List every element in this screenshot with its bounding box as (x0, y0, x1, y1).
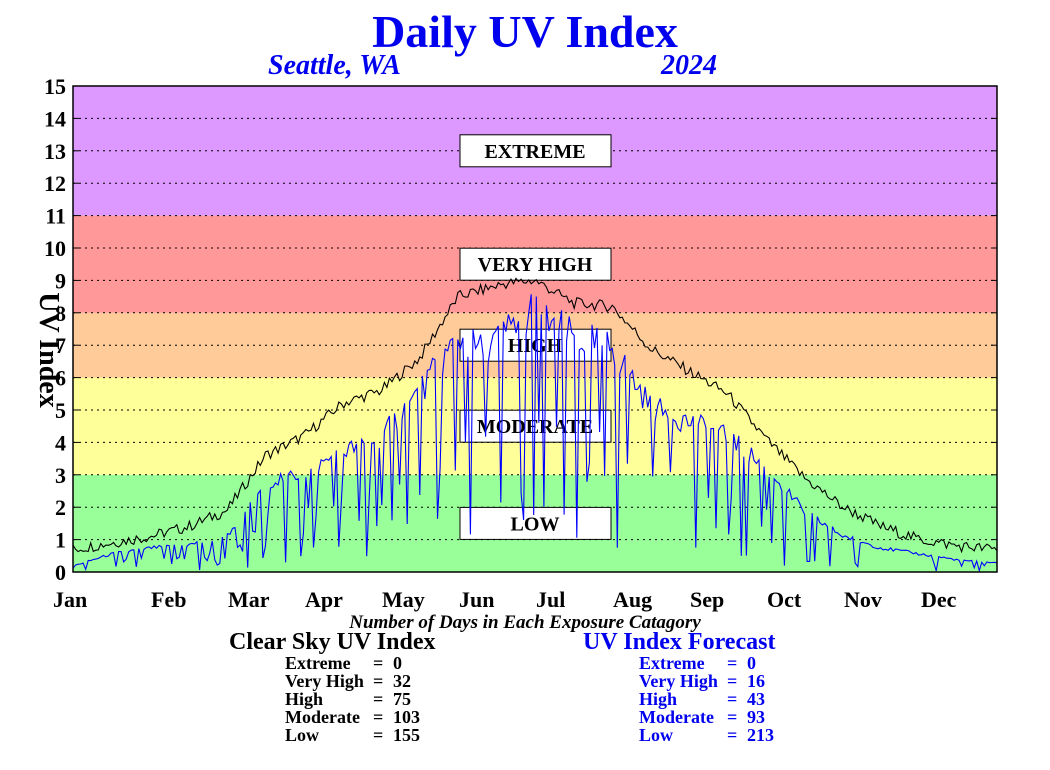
stat-label: Low (285, 725, 320, 745)
band-label-box (459, 134, 612, 168)
stat-label: Very High (285, 671, 364, 691)
stat-label: Low (639, 725, 674, 745)
band-label-text: VERY HIGH (478, 254, 593, 276)
y-tick-label: 3 (55, 463, 66, 488)
table-row: Moderate = 103 (285, 708, 433, 726)
stat-label: Very High (639, 671, 718, 691)
y-tick-label: 1 (55, 528, 66, 553)
band-label-text: EXTREME (484, 141, 585, 163)
stat-label: High (639, 689, 678, 709)
table-row: Very High = 32 (285, 672, 433, 690)
y-tick-label: 8 (55, 301, 66, 326)
band-label-box (459, 247, 612, 281)
table-row: Extreme = 0 (639, 654, 787, 672)
y-tick-label: 0 (55, 560, 66, 585)
plot-frame (72, 85, 998, 573)
stat-value: 75 (393, 689, 411, 709)
x-tick-label: May (382, 587, 425, 612)
series-lines (72, 277, 998, 573)
clear-sky-stats-table: Extreme = 0 Very High = 32 High = 75 Moderate =… (285, 654, 433, 744)
stat-value: 93 (747, 707, 765, 727)
forecast-stats-table: Extreme = 0 Very High = 16 High = 43 Moderate =… (639, 654, 787, 744)
stat-value: 43 (747, 689, 765, 709)
y-tick-label: 6 (55, 366, 66, 391)
table-row: Low = 213 (639, 726, 787, 744)
x-tick-label: Nov (844, 587, 882, 612)
band-label-text: LOW (511, 513, 560, 535)
x-tick-label: Feb (151, 587, 186, 612)
stat-label: Extreme (285, 653, 351, 673)
year-label: 2024 (660, 50, 717, 81)
band-label-low: LOW (459, 506, 612, 540)
location-label: Seattle, WA (268, 50, 401, 81)
x-tick-label: Apr (305, 587, 343, 612)
y-tick-label: 14 (44, 106, 66, 131)
y-tick-label: 9 (55, 268, 66, 293)
band-label-extreme: EXTREME (459, 134, 612, 168)
x-tick-label: Sep (690, 587, 724, 612)
forecast-stats-title: UV Index Forecast (583, 629, 776, 655)
y-tick-label: 15 (44, 74, 66, 99)
stat-label: Extreme (639, 653, 705, 673)
y-tick-label: 11 (45, 204, 66, 229)
series-line-clear-sky (72, 277, 998, 554)
table-row: High = 75 (285, 690, 433, 708)
y-axis-label: UV Index (33, 292, 64, 407)
band-label-box (459, 506, 612, 540)
table-row: Very High = 16 (639, 672, 787, 690)
stat-label: Moderate (285, 707, 360, 727)
table-row: Extreme = 0 (285, 654, 433, 672)
y-tick-label: 5 (55, 398, 66, 423)
y-tick-label: 2 (55, 495, 66, 520)
band-label-very-high: VERY HIGH (459, 247, 612, 281)
clear-sky-stats: Clear Sky UV Index Extreme = 0 Very High = 3… (229, 630, 435, 744)
x-tick-label: Mar (228, 587, 270, 612)
series-line-forecast (72, 294, 998, 573)
stat-value: 155 (393, 725, 420, 745)
stat-label: High (285, 689, 324, 709)
table-row: Moderate = 93 (639, 708, 787, 726)
stat-value: 0 (393, 653, 402, 673)
stat-label: Moderate (639, 707, 714, 727)
x-tick-label: Jan (53, 587, 87, 612)
forecast-stats: UV Index Forecast Extreme = 0 Very High = 16… (583, 630, 787, 744)
stat-value: 0 (747, 653, 756, 673)
band-label-moderate: MODERATE (459, 409, 612, 443)
clear-sky-stats-title: Clear Sky UV Index (229, 629, 436, 655)
stat-value: 16 (747, 671, 765, 691)
y-tick-label: 10 (44, 236, 66, 261)
y-tick-label: 7 (55, 333, 66, 358)
stat-value: 32 (393, 671, 411, 691)
table-row: Low = 155 (285, 726, 433, 744)
x-tick-labels: Jan Feb Mar Apr May Jun Jul Aug Sep Oct Nov Dec (53, 587, 957, 612)
y-tick-label: 13 (44, 139, 66, 164)
stat-value: 103 (393, 707, 420, 727)
x-tick-label: Oct (767, 587, 802, 612)
chart-title: Daily UV Index (372, 6, 678, 57)
x-tick-label: Jun (459, 587, 494, 612)
table-row: High = 43 (639, 690, 787, 708)
y-tick-label: 4 (55, 430, 66, 455)
x-tick-label: Jul (536, 587, 565, 612)
x-tick-label: Aug (613, 587, 652, 612)
x-tick-label: Dec (921, 587, 957, 612)
stats-subtitle: Number of Days in Each Exposure Catagory (348, 612, 701, 633)
y-tick-label: 12 (44, 171, 66, 196)
stat-value: 213 (747, 725, 774, 745)
